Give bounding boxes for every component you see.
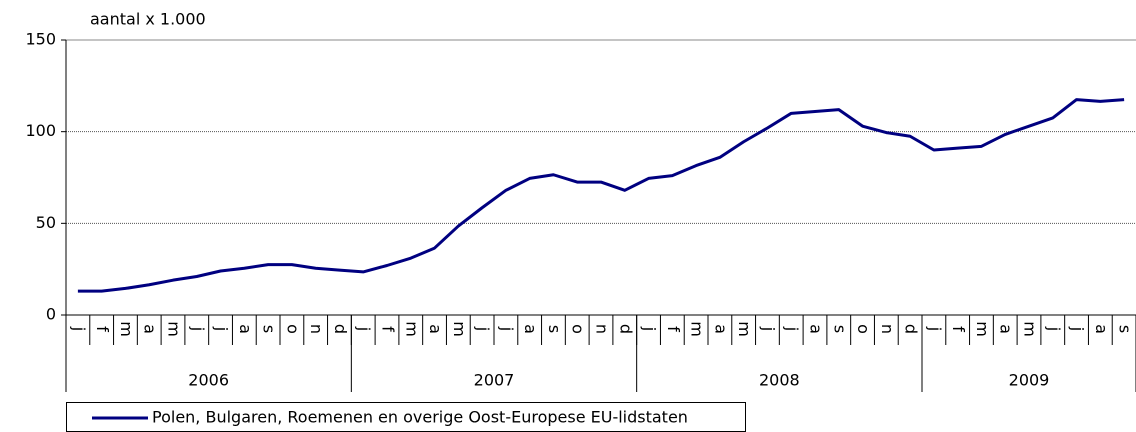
x-tick-label: f: [664, 326, 683, 332]
x-tick-label: a: [997, 324, 1016, 334]
legend-label: Polen, Bulgaren, Roemenen en overige Oos…: [152, 408, 688, 427]
x-tick-label: a: [236, 324, 255, 334]
x-tick-label: o: [569, 324, 588, 334]
y-tick-label: 0: [46, 305, 56, 324]
year-label: 2006: [188, 371, 229, 390]
x-tick-label: f: [949, 326, 968, 332]
x-tick-label: j: [640, 326, 659, 331]
x-tick-label: f: [93, 326, 112, 332]
x-tick-label: d: [616, 324, 635, 334]
x-tick-label: j: [69, 326, 88, 331]
x-tick-label: m: [165, 321, 184, 337]
x-tick-label: n: [593, 324, 612, 334]
x-tick-label: j: [1044, 326, 1063, 331]
x-tick-label: d: [902, 324, 921, 334]
x-tick-label: s: [1116, 325, 1135, 333]
x-tick-label: n: [307, 324, 326, 334]
y-tick-label: 50: [36, 213, 56, 232]
x-tick-label: s: [830, 325, 849, 333]
x-tick-label: s: [260, 325, 279, 333]
x-tick-label: a: [521, 324, 540, 334]
y-tick-label: 100: [25, 121, 56, 140]
x-tick-label: j: [783, 326, 802, 331]
line: [77, 98, 1125, 293]
x-tick-label: a: [141, 324, 160, 334]
x-tick-label: j: [1068, 326, 1087, 331]
x-tick-label: o: [854, 324, 873, 334]
y-tick-label: 150: [25, 30, 56, 49]
x-tick-label: j: [497, 326, 516, 331]
x-tick-label: j: [759, 326, 778, 331]
x-tick-label: j: [925, 326, 944, 331]
x-tick-label: o: [283, 324, 302, 334]
year-label: 2008: [759, 371, 800, 390]
y-axis-label: aantal x 1.000: [90, 10, 206, 29]
x-tick-label: a: [711, 324, 730, 334]
x-tick-label: f: [379, 326, 398, 332]
x-tick-label: a: [1092, 324, 1111, 334]
x-tick-label: s: [545, 325, 564, 333]
x-tick-label: a: [426, 324, 445, 334]
x-tick-label: j: [188, 326, 207, 331]
x-tick-label: m: [402, 321, 421, 337]
x-tick-label: m: [450, 321, 469, 337]
x-tick-label: m: [117, 321, 136, 337]
year-label: 2009: [1009, 371, 1050, 390]
x-tick-label: j: [355, 326, 374, 331]
year-label: 2007: [474, 371, 515, 390]
x-tick-label: m: [688, 321, 707, 337]
x-tick-label: j: [474, 326, 493, 331]
x-tick-label: a: [807, 324, 826, 334]
x-tick-label: n: [878, 324, 897, 334]
x-tick-label: m: [735, 321, 754, 337]
x-tick-label: d: [331, 324, 350, 334]
x-tick-label: j: [212, 326, 231, 331]
x-tick-label: m: [973, 321, 992, 337]
x-tick-label: m: [1021, 321, 1040, 337]
